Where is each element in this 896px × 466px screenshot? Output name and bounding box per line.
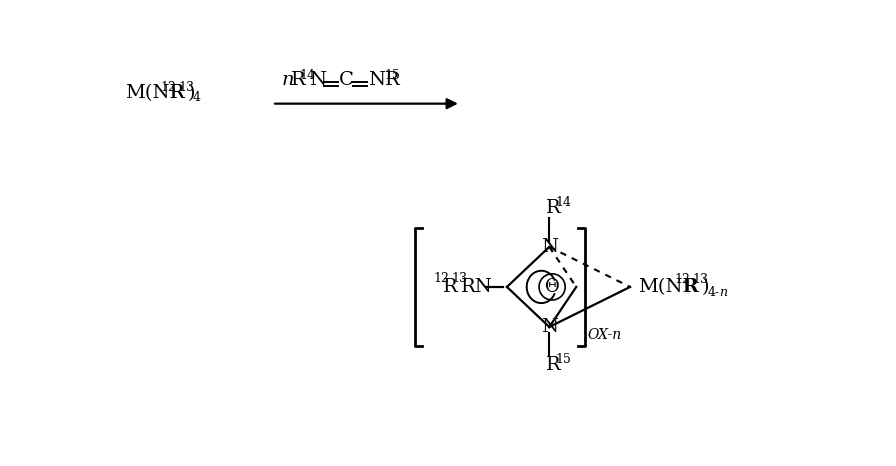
Text: 15: 15 (556, 353, 572, 366)
Text: N: N (541, 238, 558, 256)
Text: C: C (339, 71, 354, 89)
Text: Θ: Θ (545, 278, 559, 296)
Text: n: n (719, 286, 727, 299)
Text: N: N (541, 318, 558, 336)
Text: 12: 12 (675, 274, 691, 287)
Text: 12: 12 (160, 82, 177, 94)
Text: 4-: 4- (707, 286, 719, 299)
Text: 12: 12 (434, 272, 450, 285)
Text: M(NR: M(NR (638, 278, 697, 296)
Text: R: R (684, 278, 699, 296)
Text: 14: 14 (299, 69, 315, 82)
Text: 14: 14 (556, 196, 572, 209)
Text: R: R (290, 71, 306, 89)
Text: 4: 4 (193, 91, 201, 104)
Text: 13: 13 (693, 274, 709, 287)
Text: N: N (309, 71, 326, 89)
Text: M(NR: M(NR (125, 84, 185, 102)
Text: 15: 15 (384, 69, 401, 82)
Text: 13: 13 (452, 272, 468, 285)
Text: ): ) (187, 84, 195, 102)
Text: 13: 13 (178, 82, 194, 94)
Text: NR: NR (367, 71, 400, 89)
Text: RN: RN (461, 278, 493, 296)
Text: ): ) (702, 278, 710, 296)
Text: R: R (547, 356, 561, 375)
Text: R: R (169, 84, 185, 102)
Text: R: R (547, 199, 561, 217)
Text: n: n (282, 71, 295, 89)
Text: OX-n: OX-n (587, 328, 621, 342)
Text: R: R (443, 278, 458, 296)
